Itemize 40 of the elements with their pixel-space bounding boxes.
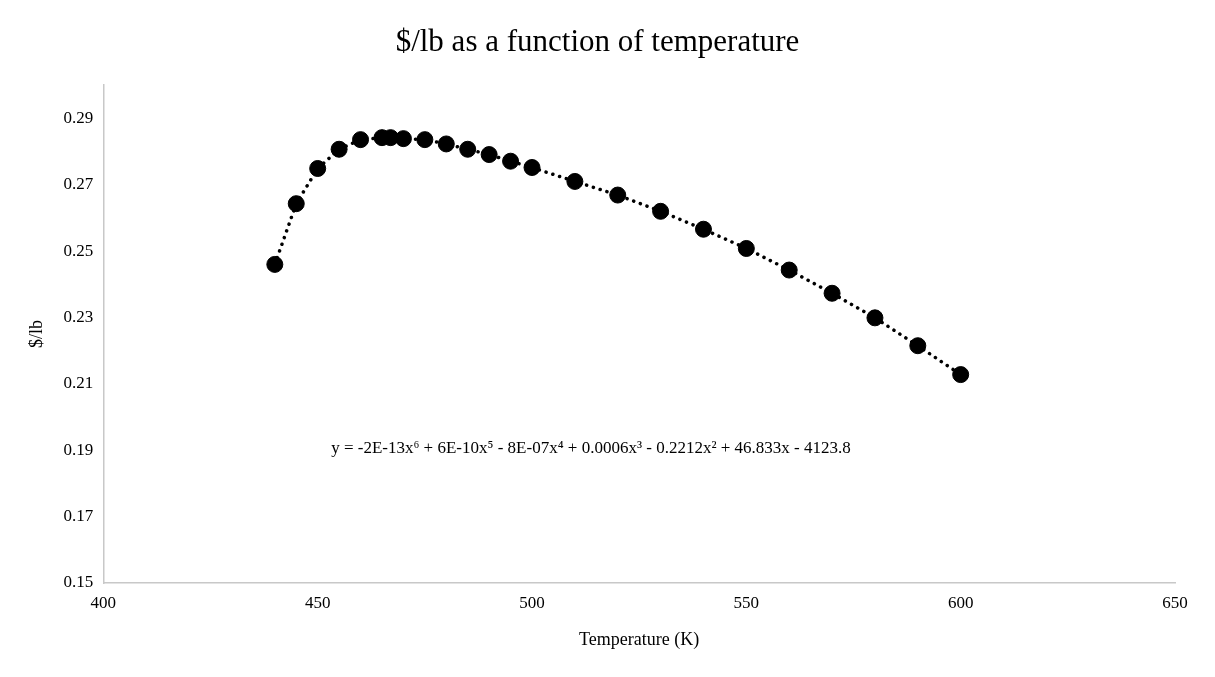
point <box>394 130 412 148</box>
point <box>459 140 477 158</box>
point <box>287 195 305 213</box>
y-tick-label: 0.17 <box>63 506 94 526</box>
point <box>502 152 520 170</box>
point <box>352 131 370 149</box>
x-tick-label: 650 <box>1162 592 1188 612</box>
point <box>437 135 455 153</box>
point <box>266 255 284 273</box>
point <box>416 131 434 149</box>
x-tick-label: 400 <box>90 592 117 612</box>
point <box>330 140 348 158</box>
annotation: y = -2E-13x⁶ + 6E-10x⁵ - 8E-07x⁴ + 0.0006x³ - 0.2212x² + 46.833x - 4123.8 <box>331 438 851 458</box>
y-axis-title: $/lb <box>25 320 46 349</box>
y-tick-label: 0.27 <box>63 174 94 194</box>
point <box>652 202 670 220</box>
y-tick-label: 0.19 <box>63 439 94 459</box>
x-tick-label: 550 <box>733 592 760 612</box>
point <box>909 337 927 355</box>
point <box>609 186 627 204</box>
x-tick-label: 450 <box>304 592 331 612</box>
chart-title: $/lb as a function of temperature <box>395 22 800 58</box>
x-tick-label: 600 <box>947 592 974 612</box>
point <box>523 159 541 176</box>
point <box>952 366 970 384</box>
point <box>823 284 841 302</box>
point <box>866 309 884 327</box>
x-tick-label: 500 <box>519 592 545 612</box>
point <box>309 160 327 177</box>
point <box>780 261 798 279</box>
x-axis-title: Temperature (K) <box>579 628 700 650</box>
y-tick-label: 0.29 <box>63 107 94 127</box>
y-tick-label: 0.21 <box>63 373 94 393</box>
point <box>737 239 755 257</box>
y-tick-label: 0.23 <box>63 306 94 326</box>
point <box>694 220 712 238</box>
point <box>566 172 584 190</box>
y-tick-label: 0.15 <box>63 572 94 592</box>
point <box>480 146 498 164</box>
y-tick-label: 0.25 <box>63 240 94 260</box>
